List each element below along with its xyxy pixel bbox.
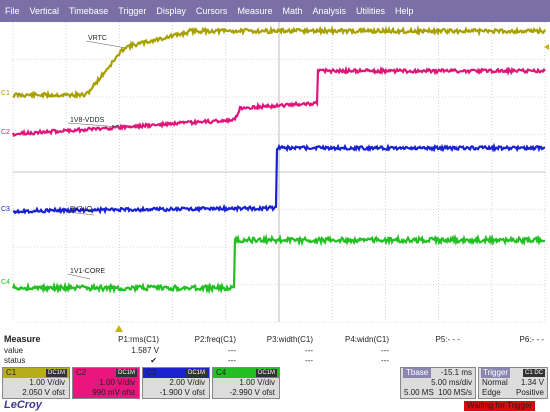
- waveform-traces: [11, 24, 546, 295]
- trace-label-leader: [85, 40, 127, 49]
- trigger-level: 1.34 V: [520, 378, 544, 387]
- menu-timebase[interactable]: Timebase: [69, 6, 109, 16]
- measure-param-value: ---: [228, 346, 236, 355]
- scope-screen: VRTC 1V8-VDDS 3V3-IO 1V1-CORE C1 C2 C3 C4: [0, 21, 550, 324]
- channel-descriptor-c2[interactable]: C2 DC1M 1.00 V/div 990 mV ofst: [72, 367, 140, 399]
- channel-header: C4 DC1M: [213, 368, 279, 378]
- channel-descriptor-c4[interactable]: C4 DC1M 1.00 V/div -2.990 V ofst: [212, 367, 280, 399]
- menu-utilities[interactable]: Utilities: [355, 6, 385, 16]
- measure-param-name: P5:- - -: [435, 335, 460, 344]
- channel-offset: -1.900 V ofst: [159, 388, 205, 397]
- channel-descriptor-c1[interactable]: C1 DC1M 1.00 V/div 2.050 V ofst: [2, 367, 70, 399]
- timebase-descriptor[interactable]: Tbase -15.1 ms 5.00 ms/div 5.00 MS 100 MS/…: [400, 367, 476, 399]
- timebase-label: Tbase: [403, 368, 432, 378]
- trace-label-c4: 1V1-CORE: [70, 268, 105, 275]
- menu-measure[interactable]: Measure: [237, 6, 273, 16]
- channel-header: C3 DC1M: [143, 368, 209, 378]
- measure-param-name: P3:width(C1): [266, 335, 313, 344]
- channel-offset: 990 mV ofst: [92, 388, 135, 397]
- channel-marker-c3: C3: [1, 206, 10, 213]
- channel-vdiv: 2.00 V/div: [169, 378, 205, 387]
- measure-param-value: 1.587 V: [131, 346, 159, 355]
- trace-c4-1v1: [11, 233, 546, 295]
- menu-help[interactable]: Help: [395, 6, 414, 16]
- lecroy-logo: LeCroy: [4, 399, 42, 411]
- channel-name: C3: [146, 368, 157, 377]
- channel-header: C1 DC1M: [3, 368, 69, 378]
- channel-name: C4: [216, 368, 227, 377]
- measure-param-value: ---: [305, 346, 313, 355]
- timebase-samples: 5.00 MS: [404, 388, 434, 397]
- channel-marker-c4: C4: [1, 279, 10, 286]
- channel-name: C1: [6, 368, 17, 377]
- trace-label-leader: [67, 273, 91, 280]
- measure-param-status: ✔: [150, 356, 157, 365]
- trace-labels: VRTC 1V8-VDDS 3V3-IO 1V1-CORE C1 C2 C3 C4: [1, 35, 549, 286]
- channel-name: C2: [76, 368, 87, 377]
- trace-label-leader: [67, 122, 121, 128]
- measure-row-label-value: value: [4, 346, 24, 355]
- channel-vdiv: 1.00 V/div: [239, 378, 275, 387]
- trigger-mode: Normal: [482, 378, 508, 387]
- channel-coupling: DC1M: [45, 369, 67, 377]
- channel-coupling: DC1M: [255, 369, 277, 377]
- channel-offset: -2.990 V ofst: [229, 388, 275, 397]
- measure-title: Measure: [4, 334, 41, 344]
- measure-param-status: ---: [228, 356, 236, 365]
- timebase-rate: 5.00 ms/div: [431, 378, 472, 387]
- channel-vdiv: 1.00 V/div: [29, 378, 65, 387]
- menu-file[interactable]: File: [5, 6, 20, 16]
- channel-coupling: DC1M: [185, 369, 207, 377]
- trigger-label: Trigger: [481, 368, 511, 378]
- menu-display[interactable]: Display: [156, 6, 186, 16]
- channel-offset: 2.050 V ofst: [22, 388, 65, 397]
- menu-trigger[interactable]: Trigger: [118, 6, 147, 16]
- trace-label-c1: VRTC: [88, 35, 107, 42]
- timebase-delay: -15.1 ms: [440, 368, 472, 377]
- menu-math[interactable]: Math: [282, 6, 303, 16]
- waveform-display: VRTC 1V8-VDDS 3V3-IO 1V1-CORE C1 C2 C3 C4: [0, 21, 550, 324]
- trace-c1-vrtc: [12, 24, 546, 100]
- trace-c2-1v8: [11, 65, 546, 137]
- measure-param-status: ---: [305, 356, 313, 365]
- trigger-source: C1 DC: [522, 369, 545, 377]
- trace-label-c2: 1V8-VDDS: [70, 117, 105, 124]
- timebase-sample-rate: 100 MS/s: [438, 388, 472, 397]
- measure-param-status: ---: [381, 356, 389, 365]
- trigger-type: Edge: [482, 388, 501, 397]
- menu-vertical[interactable]: Vertical: [29, 6, 60, 16]
- measure-param-name: P4:widn(C1): [344, 335, 389, 344]
- trigger-slope: Positive: [515, 388, 544, 397]
- trigger-descriptor[interactable]: Trigger C1 DC Normal 1.34 V Edge Positive: [478, 367, 548, 399]
- channel-vdiv: 1.00 V/div: [99, 378, 135, 387]
- measure-param-name: P1:rms(C1): [118, 335, 159, 344]
- measure-param-value: ---: [381, 346, 389, 355]
- channel-marker-c1: C1: [1, 90, 10, 97]
- graticule-grid: [12, 21, 546, 323]
- measure-row-label-status: status: [4, 356, 26, 365]
- measure-param-name: P6:- - -: [519, 335, 544, 344]
- status-message: Waiting for Trigger: [464, 401, 536, 411]
- measure-param-name: P2:freq(C1): [194, 335, 236, 344]
- trigger-position-marker: [115, 325, 123, 332]
- channel-coupling: DC1M: [115, 369, 137, 377]
- trace-label-leader: [67, 211, 95, 216]
- trace-label-c3: 3V3-IO: [70, 206, 93, 213]
- trace-c3-3v3: [12, 142, 546, 215]
- menu-cursors[interactable]: Cursors: [195, 6, 228, 16]
- trigger-level-marker: [544, 44, 549, 50]
- channel-descriptor-c3[interactable]: C3 DC1M 2.00 V/div -1.900 V ofst: [142, 367, 210, 399]
- menu-bar: File Vertical Timebase Trigger Display Cursor…: [0, 0, 550, 22]
- channel-header: C2 DC1M: [73, 368, 139, 378]
- channel-marker-c2: C2: [1, 129, 10, 136]
- menu-analysis[interactable]: Analysis: [312, 6, 346, 16]
